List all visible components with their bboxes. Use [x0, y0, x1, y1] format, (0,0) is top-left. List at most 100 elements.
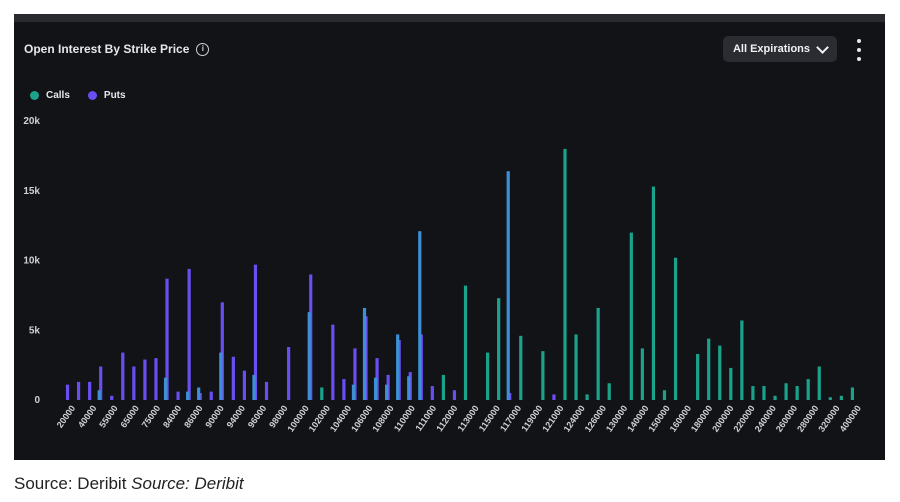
chart-legend: Calls Puts	[30, 90, 126, 101]
bar-calls	[751, 386, 755, 400]
bar-calls	[696, 353, 700, 400]
bar-calls	[320, 387, 324, 400]
bar-calls	[197, 387, 201, 400]
bar-puts	[176, 391, 180, 400]
bar-calls	[307, 312, 311, 400]
bar-calls	[506, 171, 510, 400]
legend-item-calls[interactable]: Calls	[30, 90, 70, 101]
bar-calls	[707, 338, 711, 400]
bar-calls	[373, 377, 378, 400]
x-tick-label: 40000	[76, 403, 99, 429]
bar-calls	[396, 334, 400, 400]
bar-puts	[331, 324, 335, 400]
bar-puts	[353, 348, 357, 400]
bar-calls	[773, 395, 777, 400]
bar-calls	[574, 334, 578, 400]
legend-dot-puts	[87, 91, 97, 100]
bar-calls	[762, 386, 766, 400]
bar-puts	[342, 379, 346, 400]
bar-calls	[463, 285, 468, 400]
bar-puts	[88, 381, 92, 400]
bar-calls	[252, 374, 256, 400]
x-tick-label: 65000	[118, 403, 141, 429]
bar-puts	[165, 278, 169, 400]
bar-calls	[651, 186, 656, 400]
bar-calls	[497, 298, 501, 400]
bar-calls	[596, 307, 600, 400]
bar-puts	[452, 390, 457, 400]
bar-puts	[287, 346, 291, 400]
bar-calls	[219, 352, 223, 400]
bar-calls	[795, 386, 799, 400]
bar-calls	[850, 387, 855, 400]
legend-dot-calls	[30, 91, 39, 100]
bar-calls	[351, 384, 356, 400]
bar-puts	[143, 359, 147, 400]
bar-puts	[552, 394, 556, 400]
bar-calls	[407, 376, 411, 400]
bar-calls	[186, 391, 190, 400]
x-tick-label: 20000	[55, 403, 78, 429]
bar-calls	[629, 232, 633, 400]
bar-calls	[673, 257, 678, 400]
kebab-dot	[857, 48, 861, 52]
chart-title-row: Open Interest By Strike Price i	[24, 42, 210, 56]
y-axis: 0 5k 10k 15k 20k	[23, 116, 40, 406]
y-tick-label: 0	[34, 395, 40, 406]
x-tick-label: 400000	[838, 403, 863, 433]
bar-puts	[220, 302, 224, 400]
bar-calls	[828, 397, 832, 400]
bar-calls	[163, 377, 168, 400]
bar-calls	[817, 366, 821, 400]
bar-calls	[729, 367, 733, 400]
bar-puts	[187, 268, 191, 400]
x-tick-label: 84000	[161, 403, 184, 429]
chart-title: Open Interest By Strike Price	[24, 42, 190, 56]
x-tick-label: 108000	[370, 403, 395, 433]
legend-item-puts[interactable]: Puts	[87, 90, 126, 101]
bar-puts	[253, 264, 258, 400]
x-tick-label: 55000	[97, 403, 120, 429]
bar-calls	[718, 345, 722, 400]
legend-label-calls: Calls	[46, 90, 70, 101]
bar-calls	[839, 395, 843, 400]
bars	[65, 148, 855, 400]
legend-label-puts: Puts	[103, 90, 126, 101]
bar-puts	[430, 386, 434, 400]
expirations-dropdown-label: All Expirations	[732, 43, 811, 55]
bar-chart: 0 5k 10k 15k 20k 200004000055000650007500084…	[23, 116, 863, 434]
bar-calls	[418, 231, 422, 400]
x-tick-label: 90000	[203, 403, 226, 429]
bar-puts	[264, 381, 269, 400]
top-strip	[14, 14, 885, 22]
source-caption: Source: Deribit Source: Deribit	[14, 474, 244, 494]
bar-puts	[76, 381, 81, 400]
y-tick-label: 5k	[29, 325, 41, 336]
kebab-dot	[857, 57, 861, 61]
bar-calls	[563, 148, 567, 400]
kebab-dot	[857, 39, 861, 43]
bar-puts	[110, 395, 114, 400]
bar-calls	[486, 352, 490, 400]
chart-panel: Open Interest By Strike Price i All Expi…	[14, 22, 885, 460]
bar-calls	[541, 351, 545, 400]
bar-calls	[519, 335, 523, 400]
x-tick-label: 96000	[246, 403, 269, 429]
bar-puts	[154, 358, 158, 400]
bar-calls	[607, 383, 611, 400]
bar-puts	[132, 366, 136, 400]
bar-calls	[385, 384, 389, 400]
bar-calls	[441, 374, 445, 400]
bar-calls	[585, 394, 589, 400]
caption-italic-text: Source: Deribit	[131, 474, 244, 493]
expirations-dropdown[interactable]: All Expirations	[723, 36, 837, 62]
info-icon[interactable]: i	[196, 42, 210, 56]
y-tick-label: 10k	[23, 256, 40, 267]
kebab-menu-icon[interactable]	[852, 39, 866, 61]
y-tick-label: 20k	[23, 116, 40, 127]
bar-puts	[242, 370, 247, 400]
bar-calls	[662, 390, 667, 400]
bar-puts	[65, 384, 70, 400]
x-tick-label: 86000	[182, 403, 205, 429]
x-axis: 2000040000550006500075000840008600090000…	[55, 403, 863, 433]
